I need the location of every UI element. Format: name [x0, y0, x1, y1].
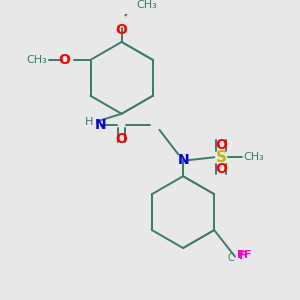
Text: N: N	[177, 153, 189, 167]
Text: O: O	[116, 23, 127, 37]
Text: F: F	[244, 250, 252, 260]
Text: O: O	[215, 138, 227, 152]
Text: C: C	[227, 254, 234, 263]
Text: F: F	[237, 250, 244, 260]
Text: F: F	[239, 251, 246, 261]
Text: H: H	[85, 117, 93, 127]
Text: CH₃: CH₃	[137, 0, 158, 10]
Text: CH₃: CH₃	[244, 152, 264, 162]
Text: O: O	[58, 53, 70, 67]
Text: CH₃: CH₃	[26, 55, 47, 65]
Text: N: N	[95, 118, 107, 132]
Text: O: O	[116, 132, 127, 146]
Text: S: S	[215, 150, 226, 165]
Text: O: O	[215, 162, 227, 176]
